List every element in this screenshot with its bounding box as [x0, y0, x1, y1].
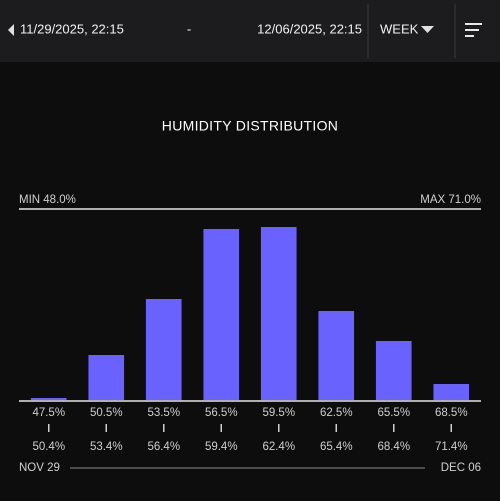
bin-end-label: 65.4%	[320, 441, 353, 453]
bin-start-label: 65.5%	[377, 407, 410, 419]
bin-start-label: 68.5%	[435, 407, 468, 419]
menu-button[interactable]	[465, 23, 482, 37]
bin-start-label: 62.5%	[320, 407, 353, 419]
body-background	[0, 62, 500, 501]
period-select[interactable]: WEEK	[380, 21, 419, 36]
bar	[318, 311, 355, 400]
bin-end-label: 50.4%	[32, 441, 65, 453]
max-label: MAX 71.0%	[420, 194, 481, 206]
start-label: NOV 29	[19, 462, 60, 474]
chart-title: HUMIDITY DISTRIBUTION	[162, 118, 338, 134]
bar	[88, 355, 125, 400]
bin-end-label: 56.4%	[147, 441, 180, 453]
end-date[interactable]: 12/06/2025, 22:15	[257, 21, 362, 36]
bar	[433, 384, 470, 400]
min-label: MIN 48.0%	[19, 194, 76, 206]
bin-start-label: 47.5%	[32, 407, 65, 419]
separator: -	[187, 21, 191, 36]
bin-end-label: 68.4%	[377, 441, 410, 453]
bin-start-label: 59.5%	[262, 407, 295, 419]
bin-end-label: 59.4%	[205, 441, 238, 453]
header-bar	[0, 0, 500, 62]
bin-end-label: 71.4%	[435, 441, 468, 453]
prev-button[interactable]	[8, 24, 14, 36]
start-date[interactable]: 11/29/2025, 22:15	[20, 21, 124, 36]
bin-end-label: 53.4%	[90, 441, 123, 453]
bar	[375, 341, 412, 400]
bar	[203, 229, 240, 400]
bin-start-label: 50.5%	[90, 407, 123, 419]
bar	[145, 299, 182, 400]
bar	[260, 227, 297, 400]
bin-end-label: 62.4%	[262, 441, 295, 453]
bin-start-label: 53.5%	[147, 407, 180, 419]
period-dropdown-icon[interactable]	[421, 26, 434, 33]
end-label: DEC 06	[441, 462, 481, 474]
bar	[30, 398, 67, 400]
bin-start-label: 56.5%	[205, 407, 238, 419]
